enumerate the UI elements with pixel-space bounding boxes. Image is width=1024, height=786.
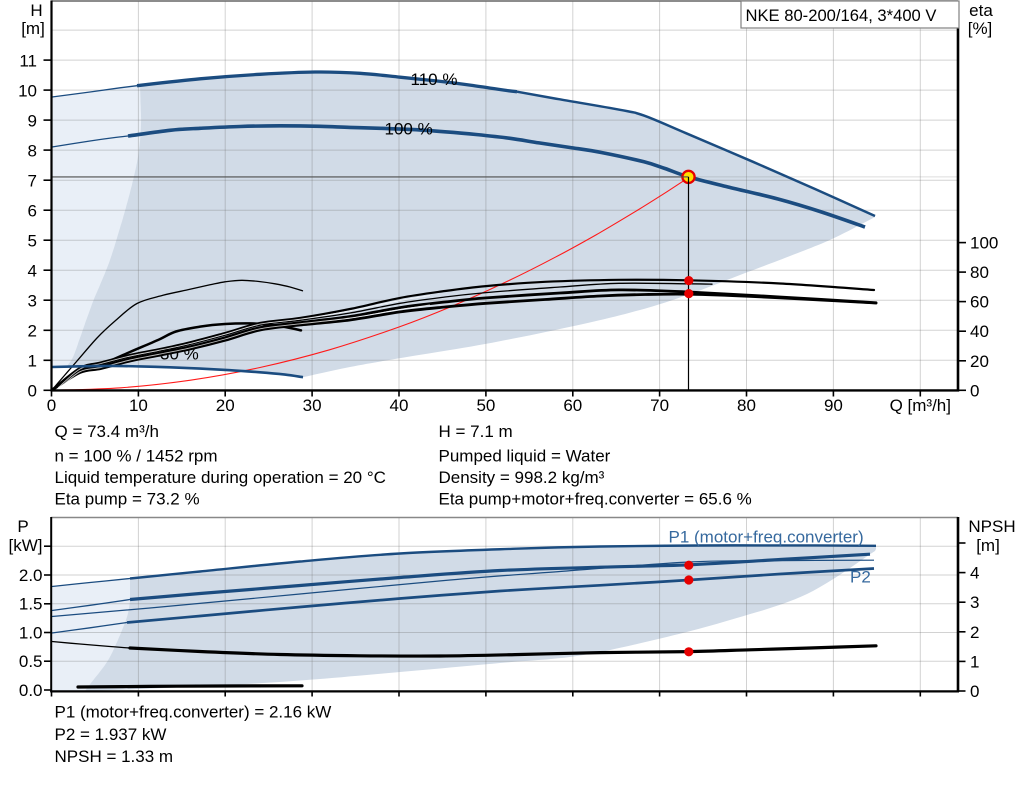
svg-text:P1 (motor+freq.converter) = 2.: P1 (motor+freq.converter) = 2.16 kW xyxy=(55,703,332,722)
svg-text:[m]: [m] xyxy=(976,536,1000,555)
svg-text:100 %: 100 % xyxy=(385,120,433,139)
svg-text:P2 = 1.937 kW: P2 = 1.937 kW xyxy=(55,725,167,744)
svg-text:20: 20 xyxy=(970,352,989,371)
svg-text:0: 0 xyxy=(28,382,37,401)
svg-text:P1 (motor+freq.converter): P1 (motor+freq.converter) xyxy=(669,528,864,547)
svg-text:30: 30 xyxy=(303,396,322,415)
svg-text:H: H xyxy=(30,1,42,20)
svg-text:0: 0 xyxy=(47,396,56,415)
svg-text:4: 4 xyxy=(28,261,37,280)
svg-text:0.0: 0.0 xyxy=(19,681,43,700)
svg-text:50: 50 xyxy=(476,396,495,415)
svg-text:60: 60 xyxy=(970,293,989,312)
svg-text:7: 7 xyxy=(28,171,37,190)
svg-text:10: 10 xyxy=(18,81,37,100)
svg-text:Q [m³/h]: Q [m³/h] xyxy=(890,396,951,415)
svg-text:40: 40 xyxy=(970,322,989,341)
svg-text:P2: P2 xyxy=(850,568,871,587)
svg-text:Pumped liquid = Water: Pumped liquid = Water xyxy=(439,446,611,465)
svg-text:[kW]: [kW] xyxy=(9,536,43,555)
svg-text:2: 2 xyxy=(970,623,979,642)
svg-text:NPSH: NPSH xyxy=(968,517,1015,536)
svg-text:eta: eta xyxy=(969,1,993,20)
svg-text:1: 1 xyxy=(28,352,37,371)
svg-text:[m]: [m] xyxy=(21,19,45,38)
svg-text:1.0: 1.0 xyxy=(19,623,43,642)
svg-text:2: 2 xyxy=(28,322,37,341)
svg-text:NPSH = 1.33 m: NPSH = 1.33 m xyxy=(55,747,174,766)
svg-text:0.5: 0.5 xyxy=(19,652,43,671)
svg-text:NKE 80-200/164, 3*400 V: NKE 80-200/164, 3*400 V xyxy=(746,6,937,25)
svg-text:6: 6 xyxy=(28,201,37,220)
svg-text:Density = 998.2 kg/m³: Density = 998.2 kg/m³ xyxy=(439,468,605,487)
svg-text:1.5: 1.5 xyxy=(19,595,43,614)
svg-text:8: 8 xyxy=(28,141,37,160)
svg-text:110 %: 110 % xyxy=(411,70,458,89)
svg-text:4: 4 xyxy=(970,564,979,583)
svg-text:Eta pump+motor+freq.converter: Eta pump+motor+freq.converter = 65.6 % xyxy=(439,489,752,508)
svg-text:P: P xyxy=(17,517,28,536)
svg-text:40: 40 xyxy=(390,396,409,415)
svg-text:3: 3 xyxy=(28,291,37,310)
svg-text:20: 20 xyxy=(216,396,235,415)
svg-text:80: 80 xyxy=(970,263,989,282)
svg-text:Liquid temperature during oper: Liquid temperature during operation = 20… xyxy=(55,468,386,487)
svg-text:5: 5 xyxy=(28,231,37,250)
svg-text:3: 3 xyxy=(970,593,979,612)
svg-text:0: 0 xyxy=(970,682,979,701)
svg-text:60: 60 xyxy=(563,396,582,415)
svg-text:90: 90 xyxy=(824,396,843,415)
svg-text:[%]: [%] xyxy=(968,19,993,38)
svg-text:0: 0 xyxy=(970,381,979,400)
svg-text:80: 80 xyxy=(737,396,756,415)
svg-text:Q = 73.4 m³/h: Q = 73.4 m³/h xyxy=(55,422,159,441)
svg-text:70: 70 xyxy=(650,396,669,415)
svg-text:2.0: 2.0 xyxy=(19,566,43,585)
svg-text:H = 7.1 m: H = 7.1 m xyxy=(439,422,513,441)
svg-text:1: 1 xyxy=(970,652,979,671)
svg-text:Eta pump = 73.2 %: Eta pump = 73.2 % xyxy=(55,489,200,508)
svg-text:100: 100 xyxy=(970,234,998,253)
svg-text:11: 11 xyxy=(19,51,37,70)
svg-text:n = 100 % / 1452 rpm: n = 100 % / 1452 rpm xyxy=(55,446,218,465)
svg-text:9: 9 xyxy=(28,111,37,130)
svg-text:10: 10 xyxy=(129,396,148,415)
